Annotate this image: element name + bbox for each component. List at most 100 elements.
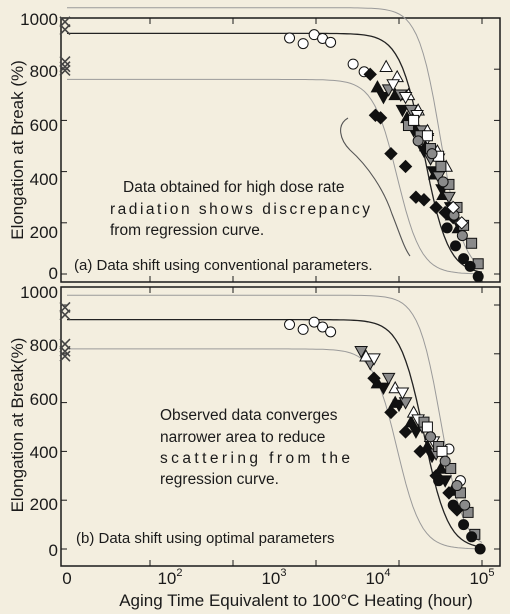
data-point-filled-triangle-up xyxy=(434,461,448,474)
data-point-open-diamond xyxy=(446,200,460,215)
panel-b-regression-curve xyxy=(67,318,483,548)
data-point-open-square xyxy=(436,445,448,457)
xtick-1e4: 104 xyxy=(365,567,390,588)
data-point-x xyxy=(59,55,71,68)
data-point-gray-triangle-down xyxy=(398,397,413,410)
data-point-open-diamond xyxy=(455,216,469,230)
band-curve-upper xyxy=(67,7,483,268)
data-point-gray-circle xyxy=(412,135,424,147)
band-curve-upper xyxy=(67,294,483,543)
band-curve-lower xyxy=(67,348,482,550)
data-point-filled-circle xyxy=(433,475,445,487)
data-point-filled-diamond xyxy=(409,190,423,204)
panel-a-annotation-line-3: from regression curve. xyxy=(110,222,264,239)
data-point-gray-circle xyxy=(426,148,438,160)
panel-a-ytick-600: 600 xyxy=(30,116,58,135)
data-point-gray-circle xyxy=(437,176,449,188)
data-point-filled-circle xyxy=(441,222,453,234)
panel-b-ytick-800: 800 xyxy=(30,336,58,355)
panel-b-annotation-line-1: Observed data converges xyxy=(160,407,338,424)
data-point-gray-triangle-down xyxy=(442,191,456,205)
panel-a-frame xyxy=(60,17,501,283)
panel-b-y-axis-label: Elongation at Break(%) xyxy=(8,338,27,513)
panel-b-ytick-0: 0 xyxy=(49,541,58,560)
panel-b-ytick-200: 200 xyxy=(30,495,58,514)
data-point-open-square xyxy=(421,421,433,433)
panel-a-band-curves xyxy=(67,7,483,275)
data-point-x xyxy=(59,350,71,362)
xtick-0: 0 xyxy=(62,569,71,588)
panel-a-ytick-800: 800 xyxy=(30,62,58,81)
data-point-open-triangle-up xyxy=(379,59,393,72)
panel-b-annotation: Observed data converges narrower area to… xyxy=(160,407,350,488)
data-point-gray-circle xyxy=(425,431,437,443)
data-point-filled-triangle-down xyxy=(376,92,391,105)
panel-b-annotation-line-4: regression curve. xyxy=(160,471,279,488)
panel-a-ytick-400: 400 xyxy=(30,170,58,189)
panel-a-annotation-line-2: radiation shows discrepancy xyxy=(110,201,370,218)
data-point-filled-triangle-down xyxy=(376,382,391,395)
panel-b-annotation-line-2: narrower area to reduce xyxy=(160,429,325,446)
data-point-filled-diamond xyxy=(417,193,431,207)
data-point-open-circle xyxy=(308,316,320,328)
data-point-filled-triangle-down xyxy=(395,104,410,118)
data-point-x xyxy=(59,345,71,357)
data-point-filled-circle xyxy=(447,499,459,511)
data-point-open-circle xyxy=(284,319,296,331)
panel-b-ytick-1000: 1000 xyxy=(20,283,58,302)
data-point-gray-circle xyxy=(456,230,468,242)
data-point-filled-circle xyxy=(474,543,486,555)
panel-b-y-ticks: 0 200 400 600 800 1000 xyxy=(20,283,58,560)
data-point-filled-circle xyxy=(466,531,478,543)
band-curve-lower xyxy=(67,78,482,275)
x-tick-labels: 0 102 103 104 105 xyxy=(62,567,494,588)
panel-b-frame xyxy=(60,286,501,567)
data-point-open-circle xyxy=(347,58,359,70)
panel-a-annotation: Data obtained for high dose rate radiati… xyxy=(110,179,370,239)
data-point-open-triangle-down xyxy=(395,387,410,400)
data-point-filled-diamond xyxy=(384,146,398,161)
panel-a-annotation-line-1: Data obtained for high dose rate xyxy=(123,179,344,196)
data-point-open-square xyxy=(421,130,433,142)
data-point-filled-circle xyxy=(450,240,462,252)
data-point-filled-circle xyxy=(458,253,470,265)
x-axis-label: Aging Time Equivalent to 100°C Heating (… xyxy=(119,591,473,610)
data-point-filled-diamond xyxy=(398,159,413,174)
panel-a-label: (a) Data shift using conventional parame… xyxy=(74,257,372,274)
data-point-open-triangle-down xyxy=(367,353,381,366)
data-point-filled-triangle-up xyxy=(370,80,385,93)
xtick-1e2: 102 xyxy=(157,567,182,588)
data-point-open-circle xyxy=(325,326,337,338)
data-point-filled-diamond xyxy=(363,67,377,82)
data-point-filled-diamond xyxy=(384,405,398,420)
data-point-open-circle xyxy=(325,36,337,48)
data-point-x xyxy=(59,309,71,321)
panel-a-ytick-0: 0 xyxy=(49,264,58,283)
xtick-1e5: 105 xyxy=(469,567,494,588)
data-point-open-square xyxy=(408,114,420,126)
data-point-gray-square xyxy=(435,160,447,172)
data-point-filled-diamond xyxy=(398,425,413,439)
data-point-open-circle xyxy=(284,32,296,44)
data-point-filled-triangle-down xyxy=(409,426,423,439)
panel-b-annotation-line-3: scattering from the xyxy=(160,450,350,467)
panel-b-band-curves xyxy=(67,294,483,550)
panel-b-data-points xyxy=(59,287,500,566)
data-point-open-circle xyxy=(317,321,329,333)
data-point-open-circle xyxy=(297,323,309,335)
data-point-filled-circle xyxy=(458,519,470,531)
data-point-x xyxy=(59,61,71,73)
data-point-gray-square xyxy=(466,237,478,249)
data-point-filled-circle xyxy=(464,260,476,272)
panel-a-y-axis-label: Elongation at Break (%) xyxy=(8,60,27,240)
data-point-filled-circle xyxy=(472,271,484,283)
data-point-gray-circle xyxy=(439,455,451,467)
panel-b-ytick-400: 400 xyxy=(30,443,58,462)
data-point-x xyxy=(59,23,71,36)
panel-a: Elongation at Break (%) 0 200 400 600 80… xyxy=(8,7,501,283)
panel-b-label: (b) Data shift using optimal parameters xyxy=(76,530,334,547)
xtick-1e3: 103 xyxy=(261,567,286,588)
data-point-gray-triangle-down xyxy=(381,372,396,386)
panel-a-ytick-200: 200 xyxy=(30,223,58,242)
data-point-filled-diamond xyxy=(429,200,443,215)
